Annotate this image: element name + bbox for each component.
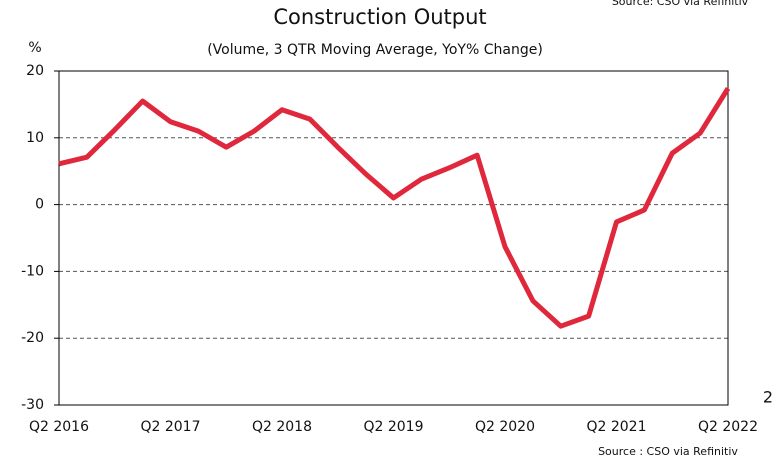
source: Source : CSO via Refinitiv: [598, 445, 738, 458]
y-tick-label: -30: [21, 397, 44, 413]
y-axis-label: %: [28, 40, 41, 56]
x-tick-label: Q2 2021: [586, 419, 646, 435]
x-tick-label: Q2 2017: [140, 419, 200, 435]
y-tick-label: -10: [21, 263, 44, 279]
x-tick-label: Q2 2016: [29, 419, 89, 435]
x-tick-label: Q2 2019: [363, 419, 423, 435]
edge-text: 2: [763, 388, 773, 407]
chart-title: Construction Output: [273, 5, 486, 29]
source-top: Source: CSO via Refinitiv: [612, 0, 749, 8]
line-series: [58, 87, 731, 329]
y-tick-label: 10: [26, 130, 44, 146]
x-tick-label: Q2 2022: [698, 419, 758, 435]
chart-subtitle: (Volume, 3 QTR Moving Average, YoY% Chan…: [207, 42, 543, 58]
x-tick-label: Q2 2020: [475, 419, 535, 435]
y-tick-label: 0: [35, 197, 44, 213]
plot-frame: [58, 70, 729, 406]
y-tick-label: -20: [21, 330, 44, 346]
y-tick-label: 20: [26, 63, 44, 79]
x-tick-label: Q2 2018: [252, 419, 312, 435]
